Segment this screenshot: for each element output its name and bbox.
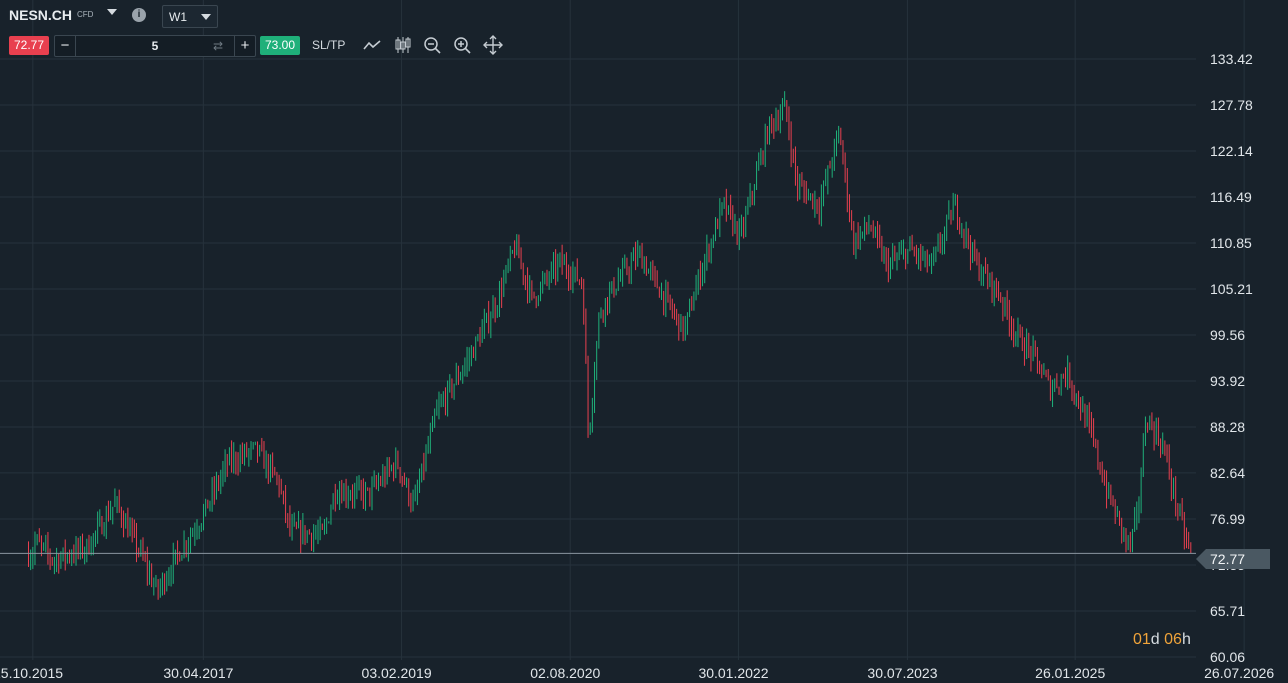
- time-axis-label: 26.01.2025: [1035, 665, 1106, 681]
- price-axis-label: 93.92: [1210, 372, 1246, 389]
- chart-header: NESN.CH CFD i W1: [0, 0, 600, 32]
- price-axis-label: 82.64: [1210, 464, 1246, 481]
- time-axis-label: 03.02.2019: [361, 665, 432, 681]
- candle-countdown: 01d 06h: [1133, 631, 1191, 649]
- sell-button[interactable]: 72.77: [9, 36, 49, 55]
- timeframe-select[interactable]: W1: [162, 5, 218, 28]
- symbol-type-badge: CFD: [77, 10, 94, 19]
- symbol-name[interactable]: NESN.CH: [9, 7, 73, 23]
- time-axis-label: 02.08.2020: [530, 665, 601, 681]
- price-axis-label: 133.42: [1210, 51, 1253, 67]
- price-axis-label: 99.56: [1210, 327, 1246, 343]
- price-axis-label: 127.78: [1210, 96, 1253, 113]
- line-chart-icon[interactable]: [361, 34, 383, 56]
- time-axis-label: 30.07.2023: [867, 665, 938, 681]
- timeframe-value: W1: [169, 10, 187, 24]
- countdown-hours-unit: h: [1181, 631, 1191, 648]
- countdown-hours: 06: [1164, 631, 1182, 648]
- zoom-in-icon[interactable]: [451, 34, 473, 56]
- decrease-quantity-button[interactable]: −: [55, 36, 76, 56]
- time-axis-label: 30.04.2017: [163, 665, 234, 681]
- price-axis-label: 88.28: [1210, 418, 1246, 435]
- sltp-button[interactable]: SL/TP: [312, 38, 346, 52]
- increase-quantity-button[interactable]: +: [234, 36, 255, 56]
- price-axis-label: 110.85: [1210, 234, 1252, 251]
- candlestick-series: [27, 91, 1192, 600]
- time-axis-label: 25.10.2015: [0, 665, 64, 681]
- quantity-stepper[interactable]: − 5 ⇄ +: [54, 35, 256, 57]
- zoom-out-icon[interactable]: [421, 34, 443, 56]
- current-price-label: 72.77: [1210, 551, 1246, 567]
- price-axis-label: 76.99: [1210, 510, 1246, 527]
- countdown-days-unit: d: [1150, 631, 1160, 648]
- candlestick-icon[interactable]: [392, 34, 414, 56]
- price-axis-label: 105.21: [1210, 280, 1253, 297]
- info-icon[interactable]: i: [132, 8, 146, 22]
- chevron-down-icon: [201, 14, 211, 20]
- price-axis-label: 122.14: [1210, 142, 1253, 159]
- time-axis-label: 30.01.2022: [698, 665, 769, 681]
- move-icon[interactable]: [482, 34, 504, 56]
- current-price-marker: [1196, 549, 1270, 569]
- swap-icon[interactable]: ⇄: [212, 39, 223, 53]
- price-axis-label: 65.71: [1210, 602, 1246, 619]
- dropdown-caret-icon[interactable]: [107, 9, 117, 15]
- price-axis-label: 60.06: [1210, 649, 1246, 665]
- quantity-input[interactable]: 5: [151, 39, 159, 53]
- chart-grid: [0, 0, 1245, 660]
- buy-button[interactable]: 73.00: [260, 36, 300, 55]
- price-axis-label: 116.49: [1210, 189, 1252, 205]
- time-axis-label: 26.07.2026: [1204, 665, 1275, 681]
- countdown-days: 01: [1133, 631, 1151, 648]
